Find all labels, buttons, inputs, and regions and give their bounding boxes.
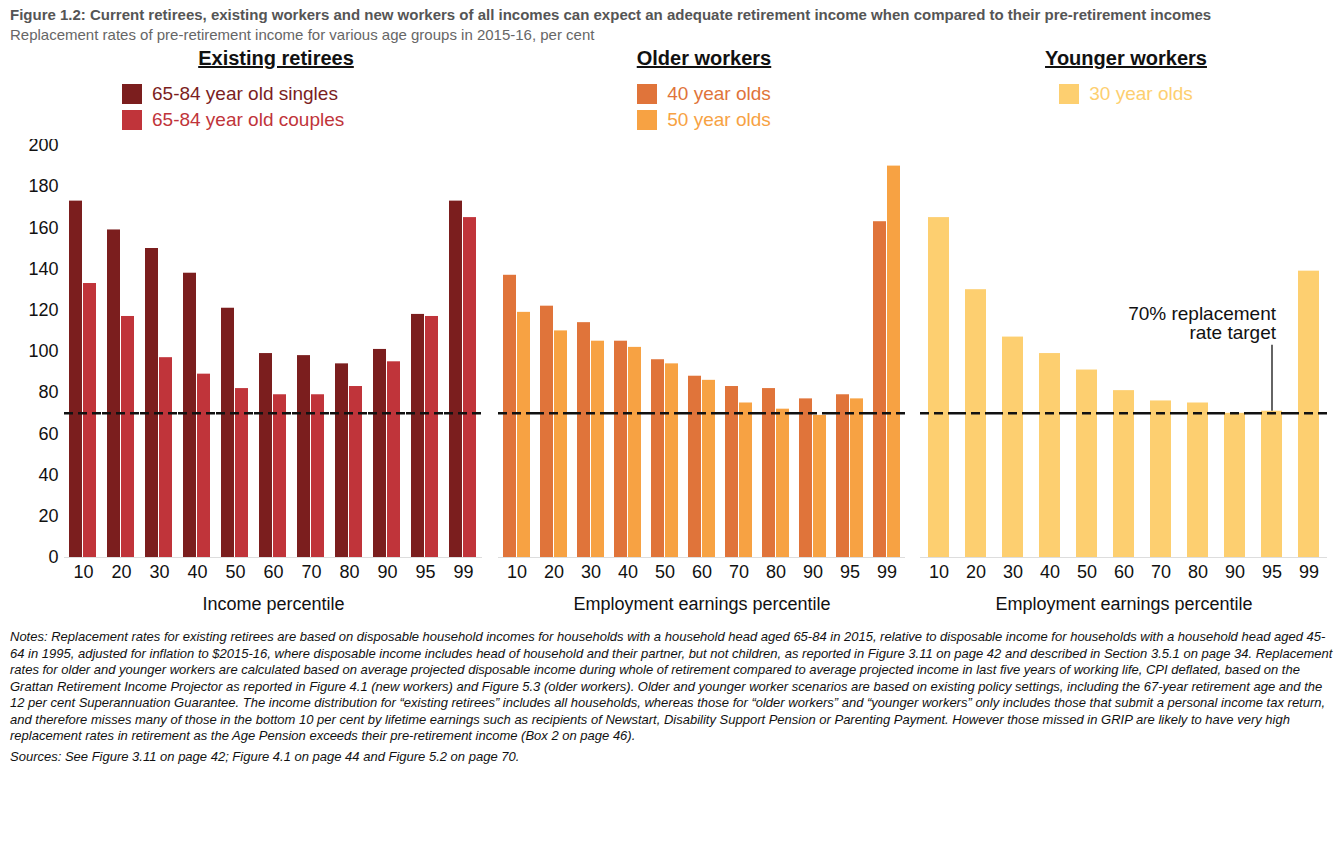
svg-text:95: 95 xyxy=(415,562,435,582)
svg-text:40: 40 xyxy=(38,465,58,485)
svg-text:99: 99 xyxy=(877,562,897,582)
svg-text:50: 50 xyxy=(225,562,245,582)
svg-text:60: 60 xyxy=(263,562,283,582)
svg-text:70: 70 xyxy=(1151,562,1171,582)
svg-text:10: 10 xyxy=(73,562,93,582)
svg-text:160: 160 xyxy=(28,218,58,238)
svg-text:70: 70 xyxy=(729,562,749,582)
svg-text:90: 90 xyxy=(377,562,397,582)
html-text:Notes: Replacement rates for e: Notes: Replacement rates for existing re… xyxy=(10,629,1333,743)
svg-text:60: 60 xyxy=(38,424,58,444)
svg-text:90: 90 xyxy=(803,562,823,582)
svg-text:30: 30 xyxy=(1003,562,1023,582)
svg-text:40: 40 xyxy=(1040,562,1060,582)
svg-text:20: 20 xyxy=(38,506,58,526)
svg-text:30: 30 xyxy=(149,562,169,582)
svg-text:100: 100 xyxy=(28,341,58,361)
svg-text:40: 40 xyxy=(187,562,207,582)
html-text:30 year olds: 30 year olds xyxy=(1089,83,1193,104)
svg-text:Income percentile: Income percentile xyxy=(202,594,344,614)
svg-text:180: 180 xyxy=(28,176,58,196)
html-text:Replacement rates of pre-retir: Replacement rates of pre-retirement inco… xyxy=(10,26,595,43)
svg-text:40: 40 xyxy=(618,562,638,582)
svg-text:95: 95 xyxy=(1262,562,1282,582)
svg-text:95: 95 xyxy=(840,562,860,582)
html-text:65-84 year old singles: 65-84 year old singles xyxy=(152,83,338,104)
svg-text:30: 30 xyxy=(581,562,601,582)
svg-text:80: 80 xyxy=(339,562,359,582)
svg-text:20: 20 xyxy=(111,562,131,582)
svg-text:10: 10 xyxy=(507,562,527,582)
svg-text:80: 80 xyxy=(38,382,58,402)
svg-text:50: 50 xyxy=(655,562,675,582)
svg-text:90: 90 xyxy=(1225,562,1245,582)
svg-text:140: 140 xyxy=(28,259,58,279)
svg-text:20: 20 xyxy=(544,562,564,582)
svg-text:80: 80 xyxy=(766,562,786,582)
svg-text:80: 80 xyxy=(1188,562,1208,582)
html-text:50 year olds: 50 year olds xyxy=(667,109,771,130)
svg-text:99: 99 xyxy=(453,562,473,582)
html-text:Existing retirees: Existing retirees xyxy=(198,47,354,69)
svg-text:50: 50 xyxy=(1077,562,1097,582)
svg-text:70% replacementrate target: 70% replacementrate target xyxy=(1128,303,1277,343)
html-text:Younger workers: Younger workers xyxy=(1045,47,1207,69)
svg-text:70: 70 xyxy=(301,562,321,582)
svg-text:99: 99 xyxy=(1299,562,1319,582)
html-text:Older workers: Older workers xyxy=(636,47,772,69)
svg-text:120: 120 xyxy=(28,300,58,320)
svg-text:60: 60 xyxy=(692,562,712,582)
html-text:40 year olds: 40 year olds xyxy=(667,83,771,104)
svg-text:Employment earnings percentile: Employment earnings percentile xyxy=(573,594,830,614)
svg-text:60: 60 xyxy=(1114,562,1134,582)
svg-text:10: 10 xyxy=(929,562,949,582)
svg-text:200: 200 xyxy=(28,139,58,155)
svg-text:Employment earnings percentile: Employment earnings percentile xyxy=(995,594,1252,614)
html-text:65-84 year old couples: 65-84 year old couples xyxy=(152,109,345,130)
svg-text:0: 0 xyxy=(48,547,58,567)
html-text:Figure 1.2: Current retirees,: Figure 1.2: Current retirees, existing w… xyxy=(10,6,1212,23)
svg-text:20: 20 xyxy=(966,562,986,582)
html-text:Sources: See Figure 3.11 on pa: Sources: See Figure 3.11 on page 42; Fig… xyxy=(10,748,520,764)
